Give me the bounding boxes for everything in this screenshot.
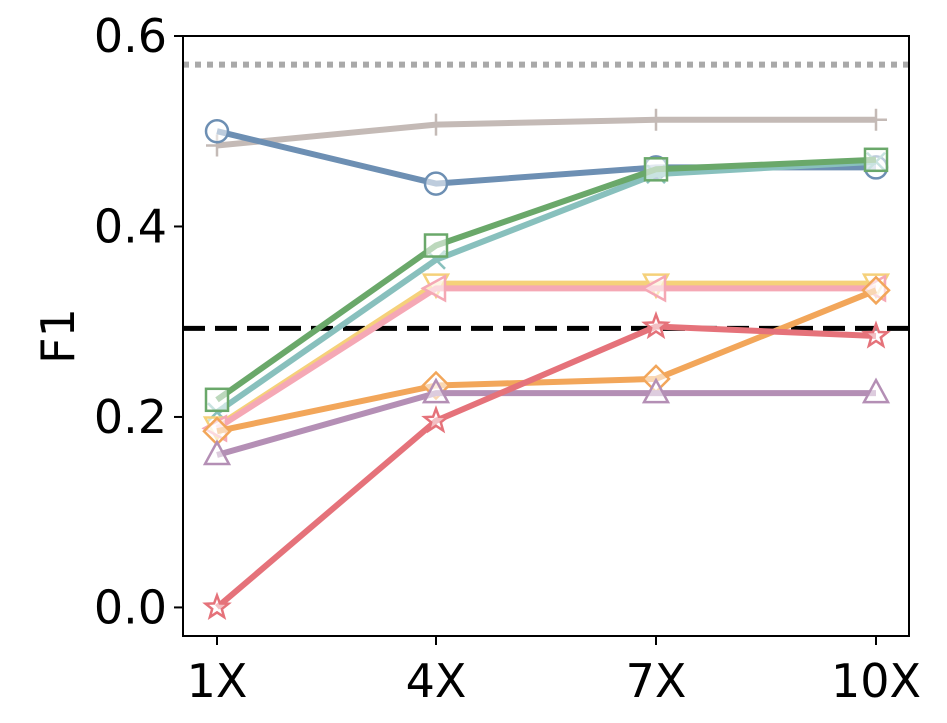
data-point-triangle-up <box>202 439 232 466</box>
data-point-diamond <box>861 275 891 306</box>
y-axis-label: F1 <box>31 308 85 364</box>
data-point-star <box>202 591 232 621</box>
series-line <box>215 158 877 415</box>
series-circle <box>204 118 889 196</box>
data-point-plus <box>425 113 447 136</box>
data-point-triangle-left <box>420 274 447 303</box>
y-tick-label: 0.2 <box>94 390 167 444</box>
series-plus <box>206 108 887 157</box>
series-layer <box>201 108 891 621</box>
y-axis: 0.0 0.2 0.4 0.6 <box>94 9 183 634</box>
series-line <box>216 116 876 149</box>
data-point-plus <box>645 108 667 131</box>
plot-frame <box>182 35 910 637</box>
x-tick-label: 4X <box>406 654 467 708</box>
series-triangle-left <box>201 274 887 443</box>
series-line <box>216 287 878 435</box>
data-point-square <box>204 387 230 413</box>
x-tick-label: 10X <box>831 654 921 708</box>
series-line <box>215 285 876 431</box>
series-star <box>202 310 891 621</box>
data-point-square <box>643 157 669 182</box>
data-point-plus <box>865 108 887 131</box>
series-square <box>204 147 889 413</box>
data-point-star <box>421 405 451 434</box>
y-tick-label: 0.4 <box>94 199 167 253</box>
x-tick-label: 1X <box>187 654 248 708</box>
data-point-square <box>863 147 889 173</box>
data-point-triangle-up <box>861 377 891 404</box>
series-diamond <box>202 275 891 446</box>
y-tick-label: 0.6 <box>94 9 167 63</box>
data-point-circle <box>204 118 230 144</box>
series-line <box>216 390 876 458</box>
data-point-triangle-up <box>641 377 671 404</box>
data-point-square <box>423 233 449 258</box>
data-point-triangle-up <box>421 377 451 404</box>
y-tick-label: 0.0 <box>94 580 167 634</box>
data-point-star <box>641 310 671 340</box>
series-line <box>215 156 877 403</box>
data-point-circle <box>423 171 449 196</box>
reference-lines <box>183 61 909 331</box>
series-line <box>215 323 877 610</box>
data-point-triangle-left <box>640 274 667 303</box>
x-tick-label: 7X <box>626 654 687 708</box>
series-line <box>215 280 876 430</box>
x-axis: 1X 4X 7X 10X <box>187 636 921 708</box>
data-point-star <box>861 320 891 349</box>
series-triangle-up <box>202 377 891 466</box>
